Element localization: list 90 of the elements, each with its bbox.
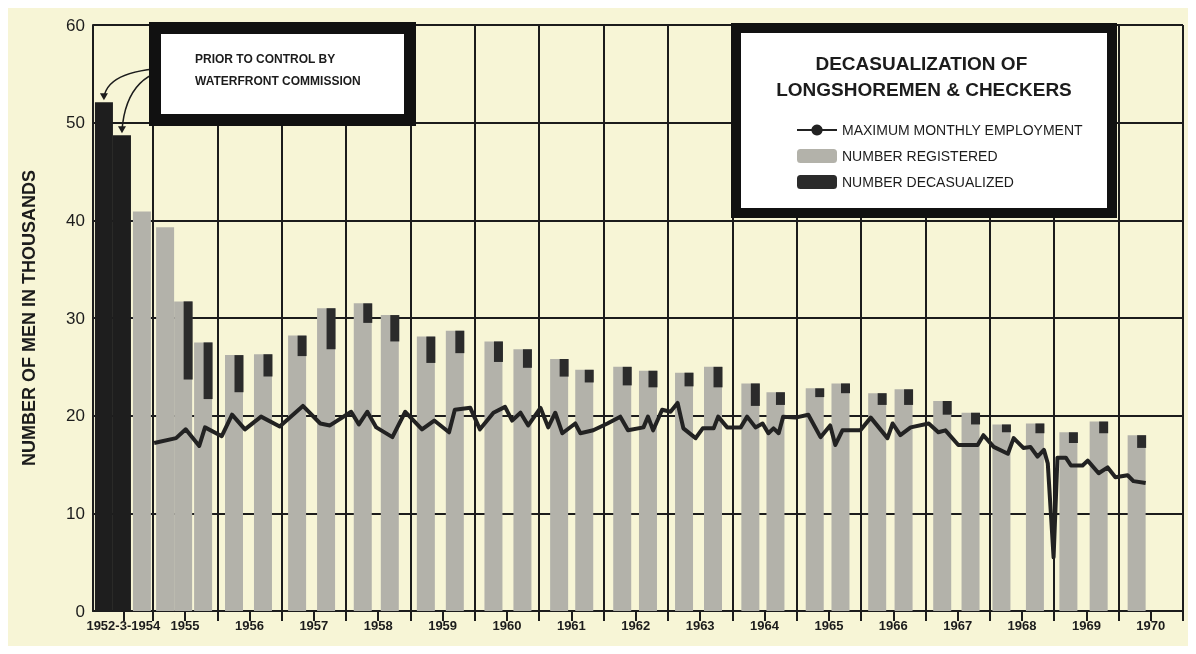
y-tick-label: 40 <box>66 210 85 230</box>
bar <box>815 388 825 398</box>
bar <box>992 424 1011 611</box>
bar <box>1137 435 1147 448</box>
bar <box>253 354 272 611</box>
y-tick-label: 50 <box>66 113 85 133</box>
bar <box>353 303 372 611</box>
x-tick-label: 1963 <box>685 618 715 633</box>
y-tick-label: 10 <box>66 503 85 523</box>
y-tick-label: 60 <box>66 15 85 35</box>
x-tick-label: 1961 <box>556 618 586 633</box>
y-axis-title: NUMBER OF MEN IN THOUSANDS <box>19 170 39 466</box>
bar <box>445 330 464 611</box>
bar <box>584 369 594 383</box>
bar <box>493 341 503 362</box>
bar <box>750 383 760 406</box>
bar <box>183 301 193 380</box>
bar <box>1025 423 1044 611</box>
bar <box>575 369 594 611</box>
bar <box>288 335 307 611</box>
legend-label: NUMBER REGISTERED <box>842 148 998 164</box>
bar <box>1127 435 1146 611</box>
bar <box>831 383 850 611</box>
bar <box>380 315 399 611</box>
legend-title: DECASUALIZATION OF LONGSHOREMEN & CHECKERS <box>776 52 1072 100</box>
y-tick-label: 30 <box>66 308 85 328</box>
bar <box>513 349 532 611</box>
x-tick-label: 1965 <box>814 618 844 633</box>
bar <box>675 372 694 611</box>
callout-box: PRIOR TO CONTROL BY WATERFRONT COMMISSION <box>149 22 416 126</box>
x-tick-label: 1955 <box>170 618 200 633</box>
bar <box>713 366 723 388</box>
bar <box>741 383 760 611</box>
bar <box>317 308 336 611</box>
x-tick-label: 1958 <box>363 618 393 633</box>
bar <box>234 355 244 393</box>
x-tick-label: 1964 <box>750 618 780 633</box>
bar <box>1059 432 1078 611</box>
bar <box>775 392 785 405</box>
y-tick-label: 20 <box>66 406 85 426</box>
bar <box>648 370 658 388</box>
x-tick-label: 1956 <box>234 618 264 633</box>
bar <box>390 315 400 342</box>
x-tick-label: 1957 <box>299 618 329 633</box>
x-tick-label: 1952-3-1954 <box>86 618 161 633</box>
bar <box>297 335 307 357</box>
bar <box>961 412 980 611</box>
bar <box>894 389 913 611</box>
x-tick-label: 1967 <box>943 618 973 633</box>
bar <box>1001 424 1011 433</box>
bar <box>455 330 465 354</box>
bar <box>766 392 785 611</box>
x-tick-label: 1962 <box>621 618 651 633</box>
legend-label: NUMBER DECASUALIZED <box>842 174 1014 190</box>
bar <box>416 336 435 611</box>
bar <box>942 401 952 415</box>
bar <box>559 359 569 377</box>
bar <box>933 401 952 611</box>
bar <box>904 389 914 405</box>
bar <box>805 388 824 611</box>
bar <box>1035 423 1045 434</box>
bar <box>877 393 887 405</box>
bar <box>522 349 532 368</box>
x-tick-label: 1970 <box>1136 618 1166 633</box>
bar <box>484 341 503 611</box>
bar <box>1099 421 1109 434</box>
bar <box>426 336 436 363</box>
bar <box>550 359 569 611</box>
bar <box>613 366 632 611</box>
bar <box>363 303 373 323</box>
x-tick-label: 1960 <box>492 618 522 633</box>
bar <box>132 211 151 611</box>
bar <box>1089 421 1108 611</box>
bar <box>622 366 632 386</box>
bar <box>868 393 887 611</box>
bar <box>684 372 694 387</box>
x-tick-label: 1968 <box>1007 618 1037 633</box>
bar <box>840 383 850 394</box>
bar <box>704 366 723 611</box>
bar <box>1068 432 1078 444</box>
bar <box>971 412 981 425</box>
bar <box>638 370 657 611</box>
bar <box>326 308 336 350</box>
bar <box>263 354 273 377</box>
y-tick-label: 0 <box>75 601 85 621</box>
legend-label: MAXIMUM MONTHLY EMPLOYMENT <box>842 122 1084 138</box>
x-tick-label: 1959 <box>428 618 458 633</box>
bar <box>203 342 213 400</box>
x-tick-label: 1969 <box>1071 618 1101 633</box>
x-tick-label: 1966 <box>878 618 908 633</box>
